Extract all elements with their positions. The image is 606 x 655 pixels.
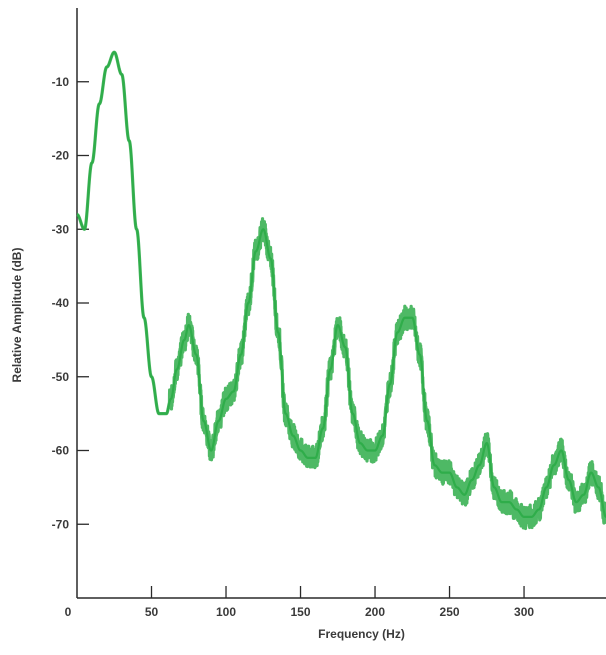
x-tick-label: 0 [65, 605, 72, 619]
y-tick-label: -40 [52, 296, 70, 310]
x-tick-label: 250 [440, 605, 460, 619]
x-tick-label: 50 [145, 605, 159, 619]
series-line-band [75, 50, 606, 531]
y-tick-label: -10 [52, 75, 70, 89]
y-tick-label: -20 [52, 149, 70, 163]
series-line [76, 51, 606, 518]
x-tick-label: 300 [514, 605, 534, 619]
y-tick-label: -50 [52, 370, 70, 384]
y-tick-label: -60 [52, 444, 70, 458]
plot-area [75, 50, 606, 531]
x-tick-label: 200 [365, 605, 385, 619]
y-ticks: -10 -20 -30 -40 -50 -60 -70 [52, 75, 89, 531]
y-tick-label: -70 [52, 517, 70, 531]
y-axis-title: Relative Amplitude (dB) [10, 248, 24, 383]
x-axis-title: Frequency (Hz) [318, 627, 405, 641]
y-tick-label: -30 [52, 222, 70, 236]
x-tick-label: 100 [216, 605, 236, 619]
x-ticks: 0 50 100 150 200 250 300 [65, 586, 534, 619]
x-tick-label: 150 [291, 605, 311, 619]
